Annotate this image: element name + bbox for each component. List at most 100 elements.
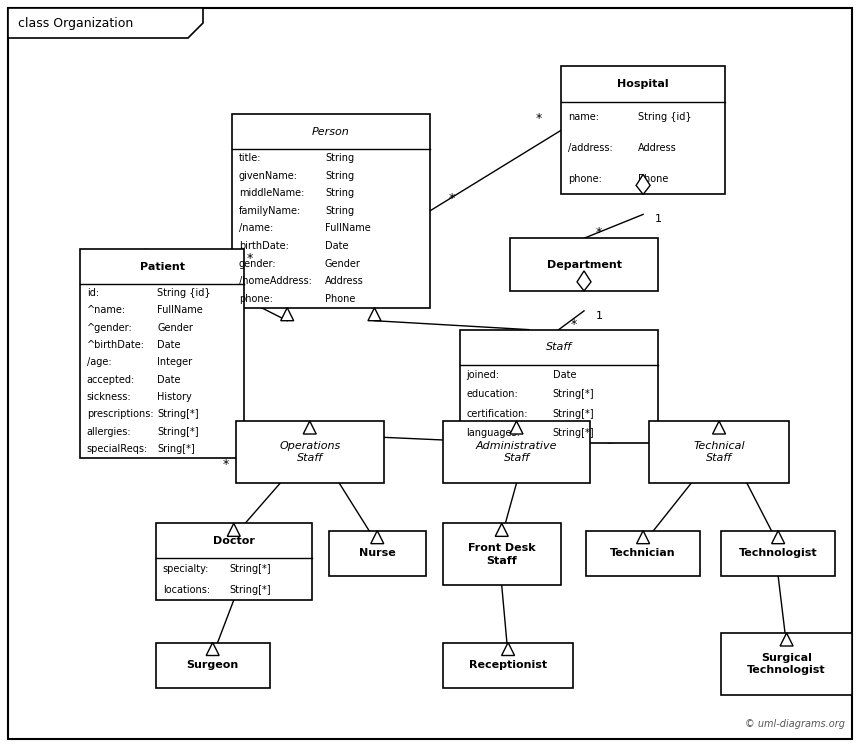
Text: 1: 1 — [596, 311, 603, 321]
Text: String[*]: String[*] — [157, 427, 199, 436]
Text: Phone: Phone — [638, 174, 668, 184]
Bar — [722, 633, 852, 695]
Text: *: * — [223, 458, 229, 471]
Polygon shape — [227, 524, 240, 536]
Text: Date: Date — [157, 340, 181, 350]
Polygon shape — [780, 633, 793, 646]
Bar — [459, 329, 658, 443]
Text: Phone: Phone — [325, 294, 355, 304]
Text: Nurse: Nurse — [359, 548, 396, 558]
Polygon shape — [8, 8, 203, 38]
Text: FullName: FullName — [325, 223, 371, 233]
Text: Surgeon: Surgeon — [187, 660, 239, 670]
Text: specialty:: specialty: — [163, 564, 209, 574]
Text: /address:: /address: — [568, 143, 612, 153]
Text: sickness:: sickness: — [87, 392, 132, 402]
Text: String: String — [325, 205, 354, 216]
Polygon shape — [636, 174, 650, 194]
Text: Technician: Technician — [611, 548, 676, 558]
Text: name:: name: — [568, 112, 599, 122]
Text: 1: 1 — [655, 214, 662, 224]
Polygon shape — [304, 421, 316, 434]
Text: Patient: Patient — [139, 261, 185, 272]
Polygon shape — [368, 308, 381, 320]
Polygon shape — [577, 271, 591, 291]
Text: Department: Department — [547, 259, 622, 270]
Polygon shape — [713, 421, 726, 434]
Text: class Organization: class Organization — [18, 16, 133, 29]
Text: specialReqs:: specialReqs: — [87, 444, 148, 454]
Text: /name:: /name: — [239, 223, 273, 233]
Text: *: * — [246, 252, 253, 264]
Text: History: History — [157, 392, 192, 402]
Bar — [80, 249, 244, 458]
Text: String[*]: String[*] — [157, 409, 199, 419]
Text: Date: Date — [553, 370, 576, 379]
Text: Staff: Staff — [545, 342, 572, 352]
Text: String[*]: String[*] — [229, 585, 271, 595]
Text: Person: Person — [312, 126, 350, 137]
Text: id:: id: — [87, 288, 99, 298]
Polygon shape — [636, 530, 649, 544]
Text: String[*]: String[*] — [553, 389, 594, 399]
Text: Date: Date — [157, 374, 181, 385]
Text: Sring[*]: Sring[*] — [157, 444, 195, 454]
Text: *: * — [536, 112, 542, 125]
Bar — [510, 238, 658, 291]
Text: *: * — [596, 226, 602, 239]
Text: prescriptions:: prescriptions: — [87, 409, 153, 419]
Text: String[*]: String[*] — [229, 564, 271, 574]
Bar — [561, 66, 725, 194]
Text: Receptionist: Receptionist — [469, 660, 547, 670]
Bar — [443, 421, 590, 483]
Text: joined:: joined: — [466, 370, 500, 379]
Text: String[*]: String[*] — [553, 428, 594, 438]
Polygon shape — [495, 524, 508, 536]
Bar — [156, 524, 312, 600]
Polygon shape — [371, 530, 384, 544]
Text: String {id}: String {id} — [157, 288, 211, 298]
Text: languages:: languages: — [466, 428, 520, 438]
Text: *: * — [571, 317, 577, 331]
Text: accepted:: accepted: — [87, 374, 135, 385]
Text: allergies:: allergies: — [87, 427, 132, 436]
Text: Gender: Gender — [157, 323, 193, 332]
Bar — [236, 421, 384, 483]
Text: birthDate:: birthDate: — [239, 241, 289, 251]
Text: Date: Date — [325, 241, 348, 251]
Text: Doctor: Doctor — [212, 536, 255, 546]
Text: middleName:: middleName: — [239, 188, 304, 198]
Polygon shape — [771, 530, 784, 544]
Text: Address: Address — [325, 276, 364, 286]
Text: gender:: gender: — [239, 258, 276, 269]
Polygon shape — [206, 642, 219, 656]
Text: familyName:: familyName: — [239, 205, 301, 216]
Text: String[*]: String[*] — [553, 409, 594, 418]
Polygon shape — [501, 642, 514, 656]
Text: certification:: certification: — [466, 409, 528, 418]
Bar — [587, 530, 700, 576]
Text: phone:: phone: — [239, 294, 273, 304]
Text: String {id}: String {id} — [638, 112, 691, 122]
Polygon shape — [280, 308, 294, 320]
Text: /homeAddress:: /homeAddress: — [239, 276, 311, 286]
Text: /age:: /age: — [87, 357, 111, 368]
Text: FullName: FullName — [157, 306, 203, 315]
Text: Front Desk
Staff: Front Desk Staff — [468, 543, 536, 565]
Bar — [329, 530, 426, 576]
Text: String: String — [325, 170, 354, 181]
Text: Administrative
Staff: Administrative Staff — [476, 441, 557, 463]
Text: Hospital: Hospital — [617, 79, 669, 89]
Bar — [649, 421, 789, 483]
Text: givenName:: givenName: — [239, 170, 298, 181]
Text: Address: Address — [638, 143, 677, 153]
Text: Technical
Staff: Technical Staff — [693, 441, 745, 463]
Text: ^gender:: ^gender: — [87, 323, 132, 332]
Text: Technologist: Technologist — [739, 548, 818, 558]
Bar — [443, 524, 561, 586]
Bar — [722, 530, 835, 576]
Text: locations:: locations: — [163, 585, 210, 595]
Text: Surgical
Technologist: Surgical Technologist — [747, 653, 826, 675]
Text: title:: title: — [239, 153, 261, 163]
Text: String: String — [325, 188, 354, 198]
